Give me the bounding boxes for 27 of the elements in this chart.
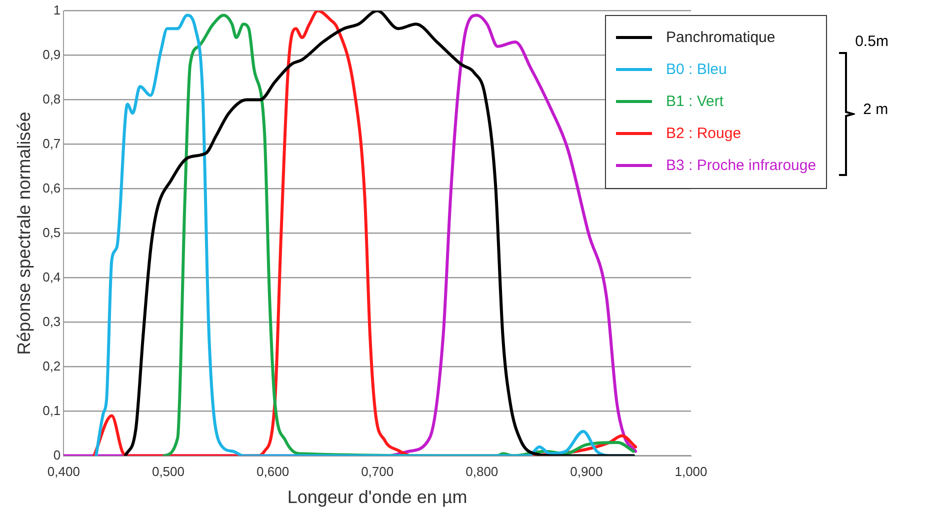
y-tick-label: 0,4 <box>42 269 61 284</box>
y-axis-title: Réponse spectrale normalisée <box>14 112 34 355</box>
x-tick-label: 0,600 <box>256 464 290 480</box>
text: 2 m <box>863 100 888 118</box>
y-tick-label: 0 <box>53 447 61 462</box>
text: 0.5m <box>855 32 888 50</box>
y-tick-label: 0,5 <box>42 224 61 240</box>
y-tick-label: 0,8 <box>42 91 61 106</box>
x-tick-label: 0,900 <box>570 464 603 480</box>
legend-label: Panchromatique <box>666 29 776 46</box>
y-tick-label: 0,2 <box>42 358 61 374</box>
y-tick-label: 0,9 <box>42 46 61 62</box>
y-tick-label: 1 <box>53 2 61 18</box>
x-axis-title: Longeur d'onde en µm <box>287 487 468 508</box>
legend-label: B2 : Rouge <box>666 125 742 142</box>
x-tick-label: 0,500 <box>152 464 184 480</box>
x-tick-label: 0,400 <box>47 464 80 480</box>
y-tick-label: 0,6 <box>42 180 61 196</box>
x-tick-label: 0,700 <box>361 464 394 480</box>
y-tick-label: 0,1 <box>42 402 61 418</box>
x-tick-label: 1,000 <box>674 464 708 480</box>
y-tick-label: 0,7 <box>42 136 61 151</box>
legend-label: B3 : Proche infrarouge <box>666 157 816 174</box>
legend-label: B1 : Vert <box>666 93 724 110</box>
y-tick-label: 0,3 <box>42 314 61 329</box>
legend-label: B0 : Bleu <box>666 61 727 78</box>
x-tick-label: 0,800 <box>466 464 498 480</box>
